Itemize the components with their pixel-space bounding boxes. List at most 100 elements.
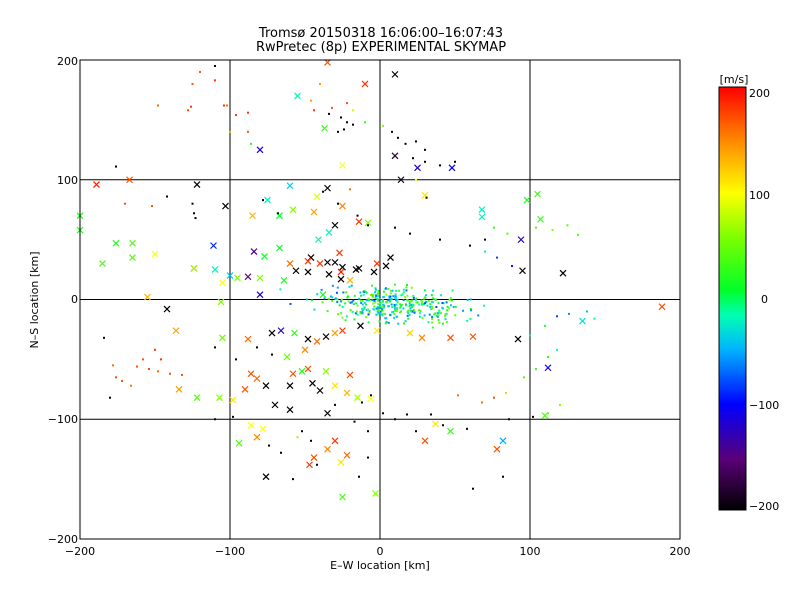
velocity-point — [425, 196, 428, 199]
velocity-cross-marker — [175, 385, 183, 393]
velocity-point — [547, 412, 549, 415]
velocity-point — [347, 295, 350, 298]
velocity-point — [367, 313, 370, 316]
velocity-point — [395, 315, 398, 318]
velocity-cross-marker — [339, 493, 346, 501]
velocity-cross-marker — [331, 221, 339, 229]
velocity-point — [360, 301, 363, 304]
velocity-point — [366, 308, 369, 311]
velocity-point — [354, 312, 357, 315]
velocity-cross-marker — [406, 329, 414, 337]
velocity-point — [402, 298, 405, 301]
velocity-point — [437, 302, 440, 305]
velocity-point — [377, 289, 380, 292]
velocity-point — [409, 307, 412, 310]
velocity-point — [388, 296, 391, 299]
velocity-point — [365, 309, 368, 312]
y-tick-label: −200 — [48, 533, 78, 546]
velocity-point — [403, 296, 406, 299]
velocity-point — [493, 396, 495, 399]
velocity-point — [407, 309, 410, 312]
velocity-cross-marker — [304, 365, 312, 373]
velocity-point — [399, 303, 402, 306]
velocity-point — [352, 299, 355, 302]
velocity-point — [438, 311, 441, 314]
velocity-point — [432, 289, 435, 292]
velocity-point — [425, 294, 428, 297]
velocity-point — [289, 302, 292, 305]
velocity-cross-marker — [306, 461, 313, 469]
velocity-cross-marker — [324, 184, 331, 192]
velocity-cross-marker — [324, 445, 331, 453]
velocity-cross-marker — [499, 437, 507, 445]
velocity-point — [393, 316, 396, 319]
velocity-point — [415, 178, 417, 181]
velocity-point — [232, 415, 234, 418]
velocity-point — [484, 250, 486, 253]
velocity-cross-marker — [346, 276, 354, 284]
velocity-point — [431, 321, 434, 324]
velocity-point — [194, 217, 197, 220]
velocity-point — [313, 308, 316, 311]
velocity-point — [446, 305, 449, 308]
velocity-point — [381, 312, 384, 315]
velocity-point — [375, 307, 378, 310]
velocity-cross-marker — [309, 379, 316, 387]
velocity-point — [445, 321, 448, 324]
velocity-cross-marker — [658, 303, 666, 311]
velocity-point — [292, 478, 294, 481]
velocity-point — [428, 313, 431, 316]
velocity-point — [313, 109, 315, 112]
velocity-point — [450, 299, 453, 302]
velocity-point — [437, 319, 440, 322]
velocity-point — [214, 79, 216, 82]
velocity-cross-marker — [286, 406, 294, 414]
velocity-point — [547, 355, 549, 358]
velocity-cross-marker — [289, 206, 297, 214]
velocity-point — [387, 305, 390, 308]
velocity-cross-marker — [264, 196, 271, 204]
velocity-point — [373, 308, 376, 311]
velocity-point — [422, 297, 425, 300]
velocity-point — [556, 315, 558, 318]
velocity-point — [425, 300, 428, 303]
velocity-point — [359, 312, 362, 315]
velocity-cross-marker — [294, 92, 301, 100]
velocity-cross-marker — [339, 161, 346, 169]
velocity-point — [434, 298, 437, 301]
velocity-point — [444, 318, 447, 321]
velocity-point — [457, 394, 459, 397]
velocity-point — [402, 288, 405, 291]
velocity-cross-marker — [280, 276, 288, 284]
velocity-point — [430, 308, 433, 311]
velocity-cross-marker — [193, 394, 201, 402]
velocity-point — [151, 205, 153, 208]
velocity-point — [375, 295, 378, 298]
velocity-point — [377, 292, 380, 295]
velocity-point — [379, 305, 382, 308]
velocity-cross-marker — [523, 196, 531, 204]
colorbar-unit: [m/s] — [720, 73, 749, 86]
velocity-point — [160, 358, 162, 361]
velocity-point — [505, 391, 507, 394]
velocity-point — [387, 287, 390, 290]
y-tick-label: 200 — [57, 55, 78, 68]
velocity-cross-marker — [129, 239, 136, 247]
velocity-point — [346, 102, 348, 105]
velocity-point — [376, 298, 379, 301]
velocity-point — [436, 315, 439, 318]
velocity-cross-marker — [357, 322, 364, 330]
velocity-point — [348, 285, 351, 288]
velocity-cross-marker — [313, 193, 321, 200]
velocity-point — [441, 322, 444, 325]
velocity-point — [389, 292, 392, 295]
velocity-point — [440, 311, 443, 314]
velocity-cross-marker — [211, 266, 219, 273]
velocity-point — [406, 294, 409, 297]
velocity-point — [371, 295, 374, 298]
velocity-cross-marker — [339, 327, 346, 335]
velocity-point — [415, 297, 418, 300]
velocity-point — [358, 297, 361, 300]
velocity-point — [469, 317, 472, 320]
x-tick-label: −100 — [215, 545, 245, 558]
